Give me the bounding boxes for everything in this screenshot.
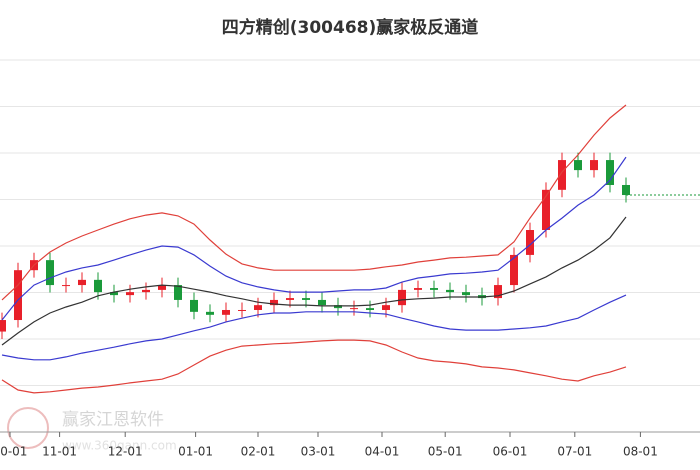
candle-body — [334, 305, 342, 309]
candle-body — [0, 320, 6, 332]
candle-body — [142, 289, 150, 293]
x-tick-label: 11-01 — [42, 445, 77, 459]
candle-body — [94, 279, 102, 293]
candle-body — [46, 260, 54, 286]
x-tick-label: 12-01 — [108, 445, 143, 459]
candle-body — [286, 298, 294, 300]
candle-body — [206, 311, 214, 315]
candle-body — [254, 305, 262, 310]
x-tick-label: 04-01 — [365, 445, 400, 459]
candle-body — [62, 285, 70, 287]
candle-body — [318, 299, 326, 306]
candle-body — [238, 309, 246, 311]
candle-body — [190, 299, 198, 312]
channel-line — [1, 104, 627, 301]
candle-body — [126, 292, 134, 296]
watermark: 赢家江恩软件 www.360gann.com — [7, 407, 177, 453]
candle-body — [366, 308, 374, 310]
candle-body — [494, 285, 502, 299]
watermark-brand: 赢家江恩软件 — [62, 410, 164, 430]
candle-body — [446, 289, 454, 293]
chart-title: 四方精创(300468)赢家极反通道 — [222, 17, 479, 38]
candle-body — [590, 160, 598, 171]
candle-body — [382, 305, 390, 310]
x-tick-label: 10-01 — [0, 445, 27, 459]
candle-body — [78, 279, 86, 286]
candle-body — [158, 285, 166, 290]
channel-line — [1, 294, 627, 361]
channel-line — [1, 156, 627, 321]
candle-body — [542, 189, 550, 231]
candle-body — [574, 160, 582, 171]
candle-body — [430, 288, 438, 290]
candle-body — [414, 288, 422, 290]
x-tick-label: 03-01 — [301, 445, 336, 459]
candle-body — [510, 254, 518, 286]
x-tick-label: 07-01 — [557, 445, 592, 459]
candle-body — [462, 292, 470, 296]
candle-body — [110, 292, 118, 296]
x-tick-label: 02-01 — [241, 445, 276, 459]
candle-body — [174, 285, 182, 300]
x-tick-label: 08-01 — [623, 445, 658, 459]
candle-body — [398, 289, 406, 306]
channel-line — [1, 216, 627, 346]
watermark-url: www.360gann.com — [62, 439, 177, 453]
channel-line — [1, 339, 627, 394]
candle-body — [302, 298, 310, 300]
candle-body — [622, 184, 630, 196]
candle-body — [14, 270, 22, 321]
x-tick-label: 05-01 — [428, 445, 463, 459]
candle-body — [526, 230, 534, 255]
watermark-logo — [7, 407, 49, 449]
candle-body — [558, 160, 566, 190]
candle-body — [222, 309, 230, 315]
candle-body — [606, 160, 614, 185]
candle-body — [270, 299, 278, 306]
x-tick-label: 01-01 — [178, 445, 213, 459]
candle-body — [350, 308, 358, 310]
x-tick-label: 06-01 — [493, 445, 528, 459]
